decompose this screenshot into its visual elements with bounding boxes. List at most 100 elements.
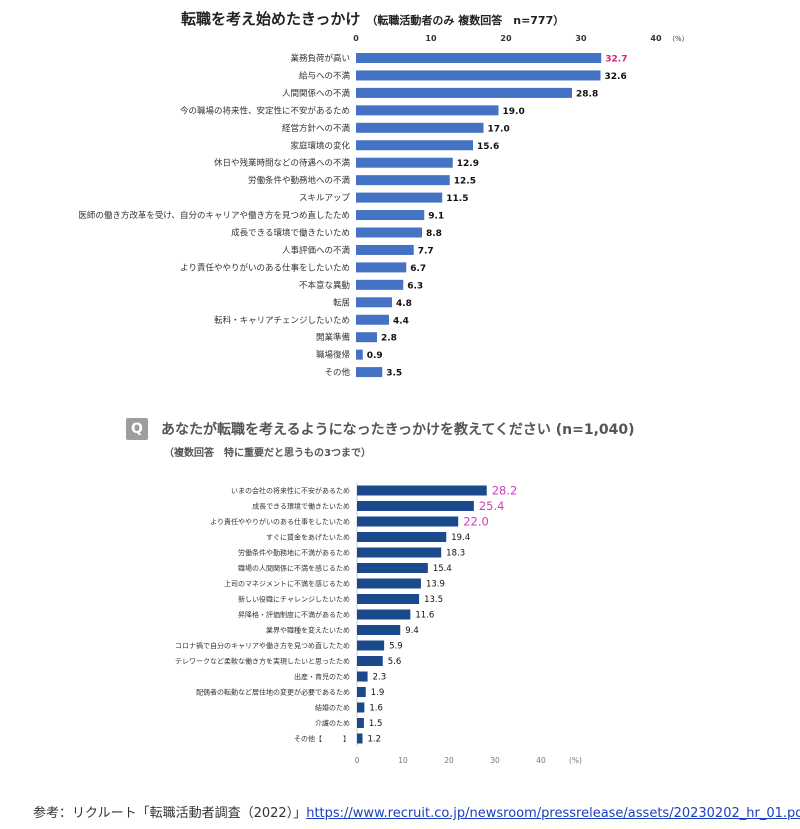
chart1-bar <box>356 87 572 98</box>
chart1-category-label: 経営方針への不満 <box>282 123 351 134</box>
chart1-data-label: 9.1 <box>428 212 444 222</box>
chart1-data-label: 2.8 <box>381 334 397 344</box>
chart2-category-label: テレワークなど柔軟な働き方を実現したいと思ったため <box>175 657 350 666</box>
chart1-data-label: 12.9 <box>457 159 479 169</box>
chart2-tick-label: 40 <box>536 756 546 765</box>
chart2-data-label: 22.0 <box>463 515 489 529</box>
chart1-bar <box>356 175 450 186</box>
chart1-category-label: 労働条件や勤務地への不満 <box>248 175 351 186</box>
chart1-tick-label: 10 <box>425 34 437 43</box>
chart1-data-label: 8.8 <box>426 229 442 239</box>
chart1-category-label: 開業準備 <box>316 332 351 343</box>
chart1-title: 転職を考え始めたきっかけ （転職活動者のみ 複数回答 n=777） <box>181 8 564 29</box>
chart2-data-label: 1.5 <box>369 719 383 729</box>
chart1-data-label: 0.9 <box>367 351 383 361</box>
chart1-data-label: 15.6 <box>477 142 499 152</box>
chart1-bar <box>356 70 601 81</box>
chart2-category-label: 成長できる環境で働きたいため <box>252 502 350 511</box>
chart2-category-label: 配偶者の転勤など居住地の変更が必要であるため <box>196 688 350 697</box>
chart1-category-label: 給与への不満 <box>299 70 351 81</box>
chart1-data-label: 7.7 <box>418 246 434 256</box>
chart1-data-label: 28.8 <box>576 89 598 99</box>
chart1-category-label: 家庭環境の変化 <box>290 140 350 151</box>
chart1-category-label: 転科・キャリアチェンジしたいため <box>214 315 350 326</box>
chart2-category-label: すぐに賃金をあげたいため <box>266 533 350 542</box>
chart2-category-label: 新しい役職にチャレンジしたいため <box>238 595 350 604</box>
chart1-category-label: 今の職場の将来性、安定性に不安があるため <box>180 105 350 116</box>
chart2-bar <box>357 656 383 666</box>
chart2-data-label: 28.2 <box>492 484 518 498</box>
chart2-category-label: その他【 】 <box>294 734 350 743</box>
chart2-data-label: 11.6 <box>415 611 434 621</box>
chart1-bar <box>356 192 443 203</box>
chart1-data-label: 12.5 <box>454 177 476 187</box>
chart2-unit-label: (%) <box>569 756 582 765</box>
chart2-data-label: 1.2 <box>368 735 382 745</box>
chart2-bar <box>357 687 366 697</box>
chart1-bar <box>356 367 383 378</box>
chart2-tick-label: 20 <box>444 756 454 765</box>
chart2-category-label: 昇降格・評価制度に不満があるため <box>238 610 350 619</box>
chart2-tick-label: 0 <box>355 756 360 765</box>
chart1-bar <box>356 157 453 168</box>
chart2-category-label: より責任ややりがいのある仕事をしたいため <box>210 517 350 526</box>
chart2-data-label: 25.4 <box>479 499 505 513</box>
chart2-bar <box>357 516 459 527</box>
chart1-bar <box>356 210 425 221</box>
chart2-data-label: 5.9 <box>389 642 403 652</box>
chart1-category-label: 休日や残業時間などの待遇への不満 <box>214 158 351 169</box>
chart1-bar <box>356 332 377 343</box>
chart1-bar <box>356 349 363 360</box>
chart2-category-label: 上司のマネジメントに不満を感じるため <box>224 579 350 588</box>
chart2-bar <box>357 702 365 713</box>
footer-link[interactable]: https://www.recruit.co.jp/newsroom/press… <box>306 806 800 821</box>
chart1-unit-label: （%） <box>668 35 689 43</box>
chart1-category-label: 医師の働き方改革を受け、自分のキャリアや働き方を見つめ直したため <box>78 210 350 221</box>
chart2-bar <box>357 733 363 744</box>
chart1-category-label: 人間関係への不満 <box>282 89 351 99</box>
chart2-data-label: 9.4 <box>405 626 419 636</box>
chart2-tick-label: 30 <box>490 756 500 765</box>
chart2-data-label: 15.4 <box>433 564 452 574</box>
chart1-category-label: 不本意な異動 <box>299 280 350 291</box>
chart2-data-label: 5.6 <box>388 657 402 667</box>
chart1-data-label: 4.8 <box>396 299 412 309</box>
chart1-title-text: 転職を考え始めたきっかけ <box>181 10 361 28</box>
chart2-subtitle: （複数回答 特に重要だと思うもの3つまで） <box>164 448 371 459</box>
chart1-category-label: 成長できる環境で働きたいため <box>231 228 350 239</box>
chart2-bar <box>357 532 447 542</box>
chart1-tick-label: 30 <box>575 34 587 43</box>
chart1-category-label: スキルアップ <box>299 194 351 204</box>
chart1-tick-label: 20 <box>500 34 512 43</box>
chart1-data-label: 32.7 <box>605 55 627 65</box>
chart1-category-label: より責任ややりがいのある仕事をしたいため <box>180 262 350 273</box>
chart1-category-label: 転居 <box>333 298 350 308</box>
chart1-category-label: 業務負荷が高い <box>290 53 350 64</box>
chart1-tick-label: 40 <box>650 34 662 43</box>
chart1-bar <box>356 140 473 151</box>
chart2-bar <box>357 625 401 635</box>
chart2-bar <box>357 547 442 558</box>
footer-reference: 参考：リクルート「転職活動者調査（2022）」https://www.recru… <box>33 802 800 821</box>
chart1-data-label: 19.0 <box>503 107 525 117</box>
chart1-subtitle: （転職活動者のみ 複数回答 n=777） <box>366 14 565 27</box>
chart2-category-label: 出産・育児のため <box>294 672 350 681</box>
chart1-category-label: 人事評価への不満 <box>282 245 351 256</box>
chart1-bar <box>356 105 499 116</box>
chart1-bar <box>356 297 392 308</box>
chart1-data-label: 11.5 <box>446 194 468 204</box>
chart1-bar <box>356 279 404 290</box>
chart2-title: あなたが転職を考えるようになったきっかけを教えてください (n=1,040) <box>161 422 635 438</box>
chart1-data-label: 6.7 <box>410 264 426 274</box>
chart1-bar <box>356 262 407 273</box>
chart1-data-label: 17.0 <box>488 124 510 134</box>
chart1-data-label: 6.3 <box>407 281 423 291</box>
chart1-data-label: 4.4 <box>393 316 409 326</box>
chart1-bar <box>356 314 389 325</box>
chart2-bar <box>357 485 487 496</box>
chart2-tick-label: 10 <box>398 756 408 765</box>
chart2-data-label: 13.5 <box>424 595 443 605</box>
footer-label: 参考：リクルート「転職活動者調査（2022）」 <box>33 806 307 821</box>
chart2-bar <box>357 718 364 728</box>
chart2-data-label: 19.4 <box>451 533 470 543</box>
